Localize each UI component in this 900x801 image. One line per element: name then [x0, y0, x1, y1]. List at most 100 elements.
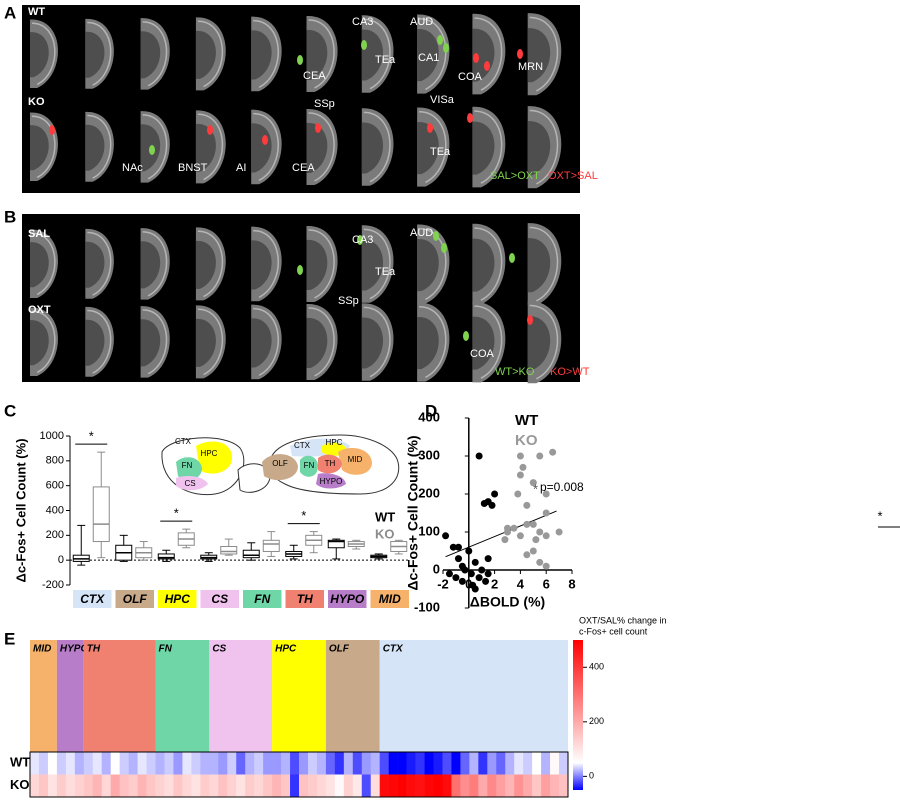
brain-interior: [527, 121, 551, 176]
brain-cortex-edge: [87, 21, 112, 86]
colorbar-label: OXT/SAL% change in: [579, 615, 667, 625]
y-tick-label: 400: [46, 504, 64, 516]
group-label: MID: [33, 644, 51, 655]
region-label: CEA: [292, 162, 315, 174]
region-label: AUD: [410, 16, 433, 28]
heatmap-cell: [254, 752, 264, 775]
scatter-point: [523, 520, 531, 528]
brain-cortex-edge: [197, 20, 224, 88]
panel-label: E: [4, 629, 15, 648]
y-tick-label: 1000: [40, 430, 64, 442]
heatmap-cell: [65, 774, 76, 797]
brain-slices: [30, 13, 562, 384]
heatmap-cell: [272, 774, 282, 797]
heatmap-cell: [487, 774, 497, 797]
scatter-point: [504, 524, 511, 532]
brain-interior: [251, 240, 272, 290]
x-tick-label: 6: [543, 576, 550, 591]
inset-label: HPC: [326, 438, 343, 447]
y-tick-label: 800: [46, 455, 64, 467]
scatter-point: [523, 551, 531, 559]
brain-interior: [30, 320, 49, 366]
heatmap-cell: [209, 752, 219, 775]
inset-label: FN: [304, 461, 315, 470]
heatmap-cell: [397, 774, 407, 797]
activation-spot: [207, 125, 213, 135]
brain-cortex-edge: [87, 114, 112, 179]
activation-spot: [361, 40, 367, 50]
brain-cortex-edge: [474, 305, 503, 379]
y-tick-label: 300: [418, 447, 440, 462]
heatmap-cell: [496, 752, 506, 775]
inset-label: FN: [182, 461, 193, 470]
heatmap-cell: [47, 752, 58, 775]
brain-interior: [140, 31, 161, 79]
scatter-point: [542, 562, 550, 570]
brain-cortex-edge: [31, 310, 56, 374]
x-tick-label: 0: [465, 576, 472, 591]
heatmap-cell: [164, 752, 174, 775]
brain-cortex-edge: [308, 112, 335, 182]
brain-interior: [85, 124, 105, 171]
scatter-point: [516, 471, 524, 479]
region-label: SSp: [314, 98, 335, 110]
brain-cortex-edge: [363, 111, 391, 183]
heatmap-cell: [379, 752, 389, 775]
legend-entry: KO: [515, 432, 538, 449]
brain-cortex-edge: [308, 19, 335, 89]
activation-spot: [467, 113, 473, 123]
region-label: AI: [236, 162, 246, 174]
heatmap-cell: [173, 752, 183, 775]
legend-entry: OXT>SAL: [548, 170, 598, 182]
scatter-point: [529, 520, 537, 528]
region-label: TEa: [430, 146, 451, 158]
activation-spot: [441, 243, 447, 253]
heatmap-cell: [110, 774, 120, 797]
group-header: [83, 640, 156, 752]
brain-interior: [30, 125, 49, 171]
heatmap-cell: [442, 752, 452, 775]
row-label: SAL: [28, 228, 50, 240]
region-label: CA3: [352, 234, 373, 246]
brain-cortex-edge: [197, 113, 224, 181]
category-box: [200, 590, 239, 608]
row-label: OXT: [28, 304, 51, 316]
brain-cortex-edge: [31, 22, 56, 86]
heatmap-cell: [424, 774, 434, 797]
y-tick-label: 400: [418, 409, 440, 424]
scatter-point: [488, 501, 496, 509]
scatter-point: [475, 452, 483, 460]
group-label: CS: [212, 644, 226, 655]
heatmap-cell: [388, 774, 398, 797]
brain-interior: [472, 238, 495, 292]
heatmap-cell: [433, 774, 443, 797]
brain-interior: [527, 28, 551, 83]
heatmap-cell: [137, 752, 147, 775]
brain-cortex-edge: [142, 21, 168, 87]
heatmap-cell: [451, 774, 461, 797]
heatmap-cell: [343, 774, 354, 797]
heatmap-cell: [334, 774, 345, 797]
heatmap-cell: [406, 774, 416, 797]
heatmap-cell: [236, 752, 246, 775]
heatmap-cell: [101, 752, 111, 775]
inset-label: TH: [325, 459, 336, 468]
inset-right: [262, 434, 400, 495]
scatter-point: [542, 509, 550, 517]
region-label: SSp: [338, 295, 359, 307]
heatmap-cell: [460, 774, 470, 797]
scatter-point: [529, 479, 537, 487]
brain-cortex-edge: [253, 19, 279, 88]
heatmap-cell: [325, 752, 336, 775]
activation-spot: [297, 265, 303, 275]
row-label: KO: [28, 96, 45, 108]
brain-cortex-edge: [529, 109, 559, 185]
brain-interior: [140, 319, 161, 367]
heatmap-cell: [209, 774, 219, 797]
y-axis-title: Δc-Fos+ Cell Count (%): [13, 438, 28, 582]
brain-cortex-edge: [142, 309, 168, 375]
y-tick-label: 100: [418, 523, 440, 538]
brain-cortex-edge: [142, 114, 168, 180]
heatmap-cell: [460, 752, 470, 775]
